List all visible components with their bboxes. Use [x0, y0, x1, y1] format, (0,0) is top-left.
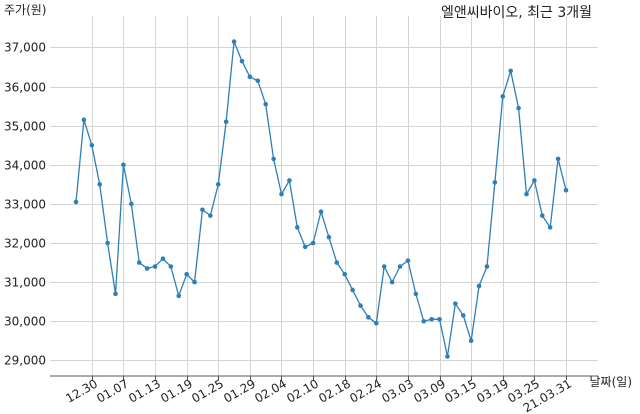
- data-point: [429, 316, 434, 322]
- data-point: [397, 264, 403, 269]
- data-point: [445, 354, 450, 359]
- x-tick-label: 02.10: [284, 376, 321, 405]
- data-point: [263, 101, 268, 107]
- y-tick-label: 36,000: [4, 81, 46, 95]
- series-line: [75, 40, 567, 358]
- data-point: [405, 258, 411, 263]
- data-point: [97, 182, 103, 187]
- data-point: [208, 213, 213, 218]
- data-point: [168, 264, 174, 269]
- data-point: [121, 162, 126, 168]
- data-point: [389, 279, 395, 285]
- data-point: [547, 225, 553, 230]
- data-points: [73, 39, 569, 359]
- data-point: [73, 199, 79, 205]
- data-point: [113, 291, 118, 297]
- data-point: [484, 264, 490, 269]
- x-tick-label: 03.09: [411, 376, 448, 405]
- y-tick-label: 37,000: [4, 41, 46, 55]
- x-tick-label: 01.25: [189, 376, 226, 405]
- data-point: [318, 209, 324, 215]
- data-point: [563, 187, 569, 193]
- data-point: [476, 283, 482, 289]
- data-point: [144, 266, 150, 271]
- data-point: [516, 105, 521, 111]
- x-tick-label: 01.13: [126, 376, 163, 405]
- data-point: [176, 293, 182, 299]
- data-point: [223, 119, 229, 125]
- data-point: [381, 264, 387, 269]
- x-tick-label: 12.30: [63, 376, 100, 405]
- x-axis-title: 날짜(일): [590, 375, 632, 389]
- chart-title: 엘앤씨바이오, 최근 3개월: [441, 5, 592, 21]
- x-tick-labels: 12.3001.0701.1301.1901.2501.2902.0402.10…: [63, 376, 574, 414]
- x-tick-label: 01.07: [94, 376, 131, 405]
- data-point: [160, 256, 166, 261]
- data-point: [460, 313, 466, 318]
- data-point: [231, 39, 237, 44]
- y-tick-label: 29,000: [4, 354, 46, 368]
- data-point: [508, 68, 513, 74]
- data-point: [532, 178, 537, 183]
- data-point: [200, 207, 205, 213]
- y-tick-label: 32,000: [4, 237, 46, 251]
- data-point: [152, 264, 158, 269]
- data-point: [136, 260, 142, 265]
- data-point: [453, 301, 458, 306]
- data-point: [358, 303, 363, 308]
- data-point: [255, 78, 261, 84]
- y-axis-title: 주가(원): [4, 3, 46, 17]
- data-point: [287, 178, 292, 183]
- data-point: [239, 58, 245, 64]
- y-tick-label: 35,000: [4, 120, 46, 134]
- data-point: [421, 318, 427, 324]
- data-point: [437, 316, 442, 322]
- x-tick-label: 01.29: [221, 376, 258, 405]
- y-tick-label: 31,000: [4, 276, 46, 290]
- x-tick-label: 01.19: [158, 376, 195, 405]
- data-point: [215, 182, 221, 187]
- data-point: [492, 180, 498, 185]
- grid: [50, 16, 598, 380]
- data-point: [89, 142, 95, 148]
- data-point: [524, 191, 529, 197]
- data-point: [247, 74, 253, 80]
- data-point: [271, 156, 276, 162]
- x-tick-label: 03.19: [474, 376, 511, 405]
- data-point: [279, 191, 284, 197]
- data-point: [350, 287, 355, 293]
- data-point: [184, 272, 189, 277]
- data-point: [294, 225, 300, 230]
- x-tick-label: 02.18: [316, 376, 353, 405]
- data-point: [374, 320, 379, 326]
- data-point: [468, 338, 474, 344]
- data-point: [302, 244, 308, 250]
- y-tick-label: 30,000: [4, 315, 46, 329]
- data-point: [192, 279, 197, 285]
- y-tick-labels: 29,000 30,000 31,000 32,000 33,000 34,000 35,0…: [4, 41, 46, 368]
- y-tick-label: 34,000: [4, 159, 46, 173]
- data-point: [413, 291, 419, 297]
- data-point: [326, 234, 332, 240]
- data-point: [105, 240, 110, 246]
- series: [75, 40, 567, 358]
- data-point: [366, 315, 371, 320]
- data-point: [342, 272, 348, 277]
- data-point: [500, 94, 506, 99]
- data-point: [129, 201, 134, 207]
- data-point: [555, 156, 561, 162]
- data-point: [81, 117, 87, 123]
- x-tick-label: 02.04: [252, 376, 289, 405]
- data-point: [310, 240, 316, 246]
- x-tick-label: 02.24: [347, 376, 384, 405]
- data-point: [334, 260, 340, 265]
- x-tick-label: 03.15: [442, 376, 479, 405]
- y-tick-label: 33,000: [4, 198, 46, 212]
- data-point: [539, 213, 545, 218]
- x-tick-label: 03.03: [379, 376, 416, 405]
